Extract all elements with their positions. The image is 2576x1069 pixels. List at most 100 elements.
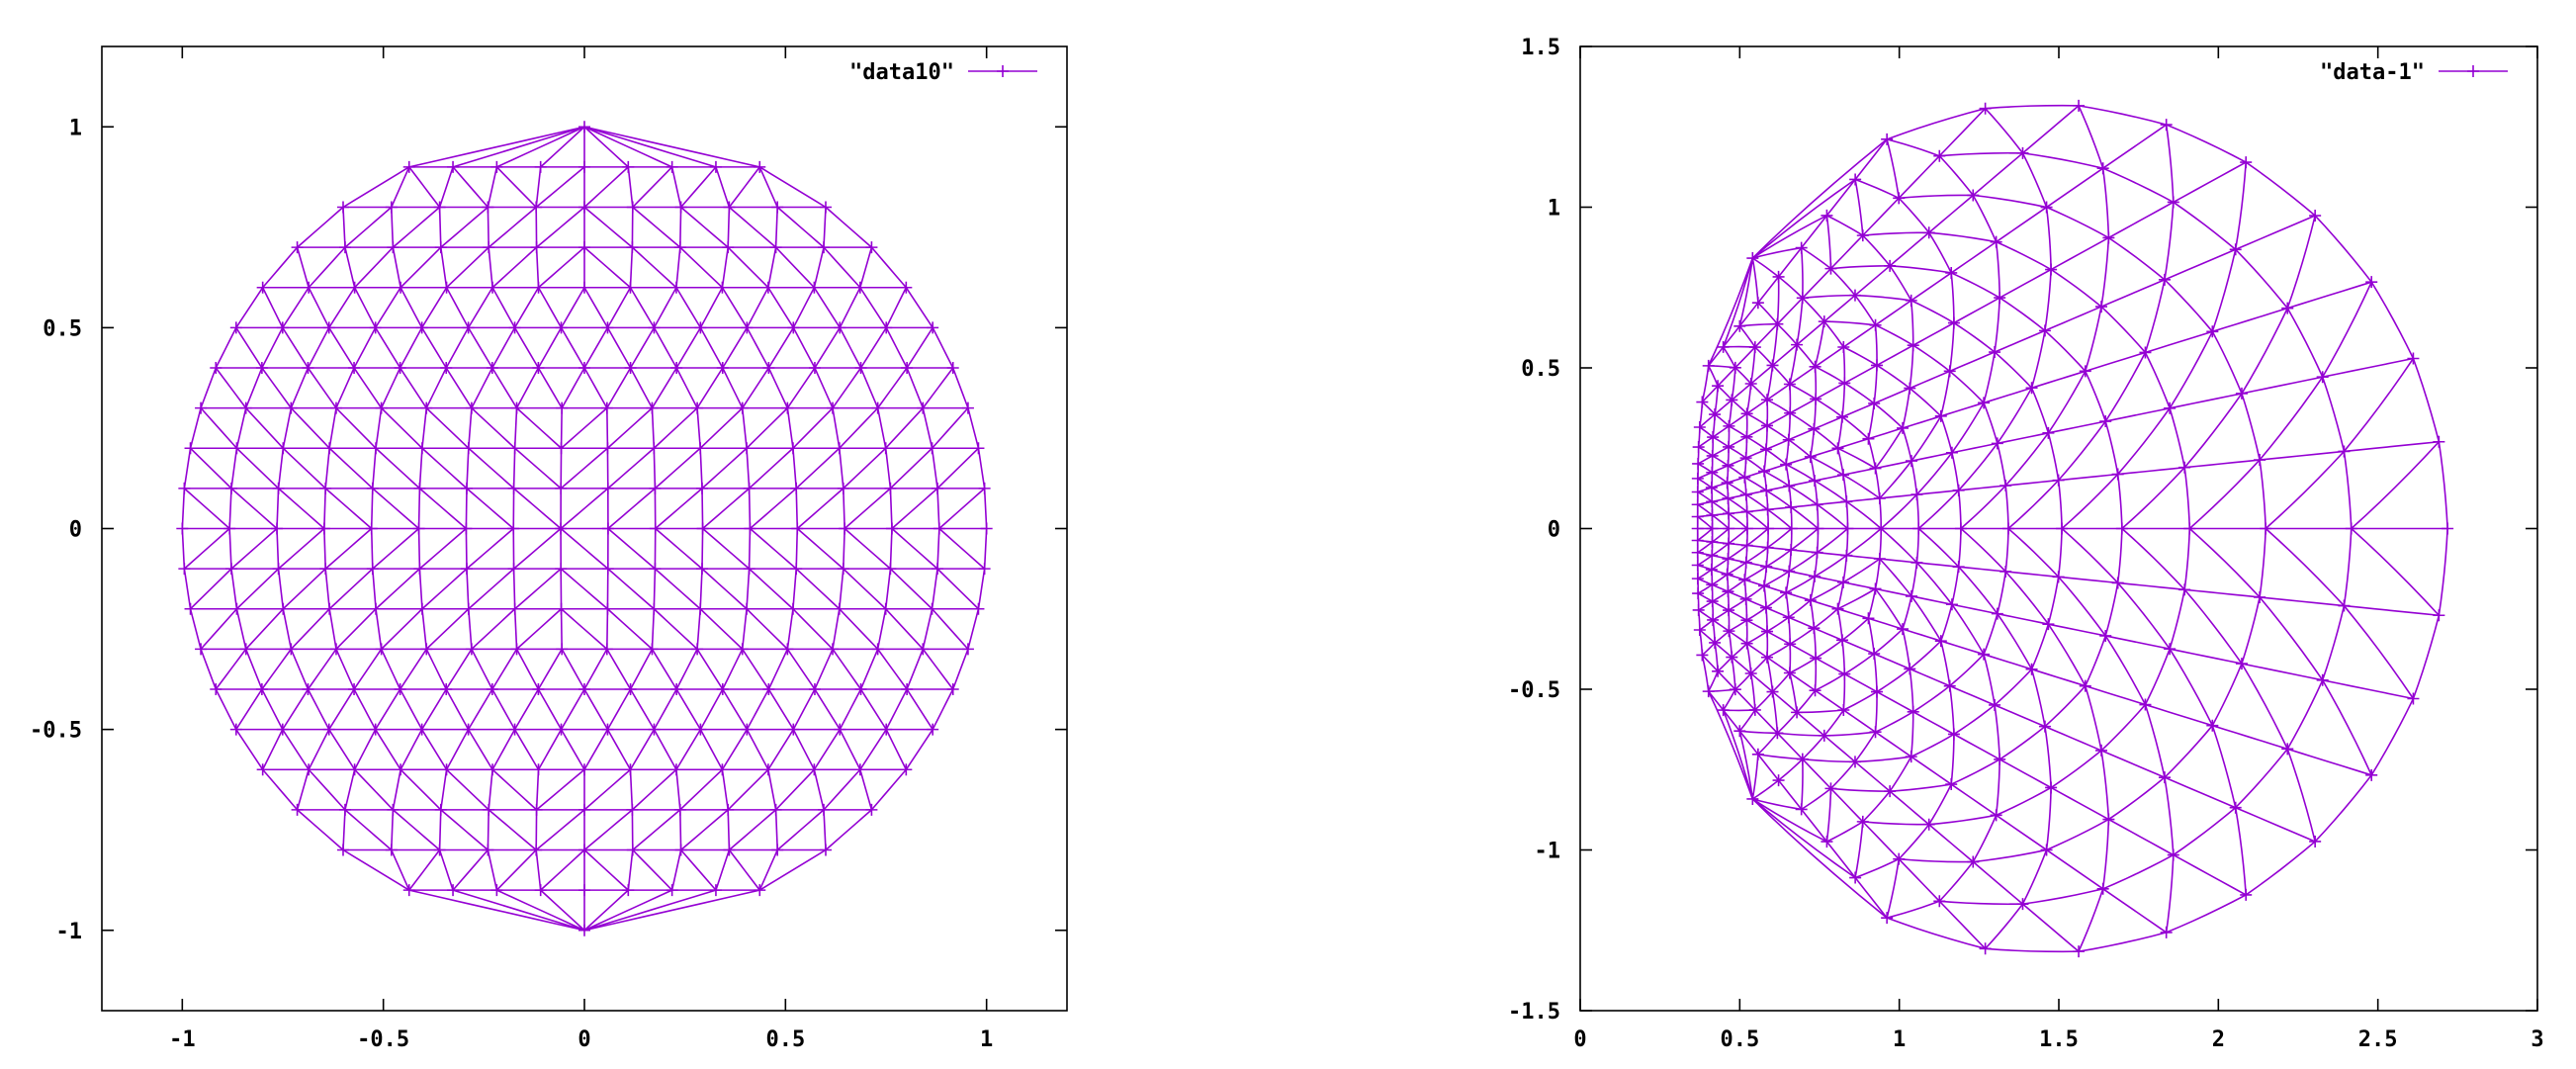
- data-point: [555, 321, 568, 334]
- mesh-edge: [1837, 587, 1876, 610]
- data-point: [927, 723, 939, 736]
- mesh-edge: [1825, 178, 1856, 217]
- mesh-edge: [1698, 609, 1714, 621]
- mesh-edge: [2108, 201, 2175, 239]
- mesh-edge: [1886, 917, 1986, 950]
- mesh-edge: [1836, 448, 1844, 476]
- mesh-edge: [535, 769, 540, 810]
- data-point: [624, 281, 637, 294]
- mesh-edge: [452, 889, 585, 932]
- mesh-edge: [2321, 605, 2346, 681]
- data-point: [1893, 852, 1906, 865]
- mesh-edge: [2031, 668, 2087, 687]
- mesh-edge: [653, 287, 677, 328]
- mesh-edge: [372, 527, 420, 570]
- mesh-edge: [1766, 365, 1774, 401]
- data-point: [508, 723, 521, 736]
- mesh-edge: [2234, 161, 2248, 250]
- data-point: [303, 763, 315, 776]
- data-point: [1772, 270, 1785, 283]
- mesh-edge: [420, 287, 448, 328]
- data-point: [790, 482, 803, 494]
- data-point: [322, 723, 335, 736]
- data-point: [1733, 725, 1746, 738]
- mesh-edge: [936, 568, 980, 610]
- mesh-edge: [189, 447, 232, 490]
- mesh-edge: [1994, 351, 2033, 389]
- data-point: [2115, 522, 2128, 535]
- mesh-edge: [1723, 325, 1740, 348]
- mesh-edge: [282, 447, 326, 490]
- data-point: [1978, 648, 1991, 661]
- mesh-edge: [583, 206, 633, 248]
- data-point: [670, 683, 683, 695]
- mesh-edge: [967, 608, 980, 650]
- data-point: [2167, 196, 2179, 209]
- mesh-edge: [814, 367, 834, 408]
- mesh-edge: [1717, 367, 1736, 387]
- data-point: [716, 763, 729, 776]
- mesh-edge: [2184, 459, 2261, 469]
- mesh-edge: [391, 166, 410, 208]
- data-point: [433, 201, 446, 214]
- data-point: [2345, 522, 2357, 535]
- data-point: [447, 160, 460, 173]
- mesh-edge: [421, 568, 468, 610]
- mesh-edge: [445, 729, 470, 770]
- data-point: [1873, 553, 1886, 566]
- data-point: [1804, 450, 1817, 463]
- mesh-edge: [1910, 562, 1918, 597]
- mesh-edge: [876, 407, 887, 449]
- mesh-edge: [1789, 671, 1817, 691]
- data-point: [2095, 301, 2108, 313]
- mesh-edge: [344, 809, 393, 851]
- data-point: [578, 924, 590, 936]
- mesh-edge: [418, 527, 467, 570]
- data-point: [1761, 394, 1774, 406]
- mesh-edge: [2169, 648, 2214, 727]
- mesh-edge: [675, 769, 681, 810]
- data-point: [1721, 568, 1733, 580]
- data-point: [2206, 719, 2219, 732]
- mesh-edge: [583, 809, 633, 851]
- mesh-edge: [1928, 824, 1974, 863]
- data-point: [1780, 586, 1793, 599]
- mesh-edge: [1751, 779, 1780, 800]
- mesh-edge: [1841, 617, 1869, 641]
- data-point: [2158, 273, 2171, 286]
- mesh-edge: [839, 407, 879, 449]
- data-point: [2281, 743, 2294, 756]
- data-point: [2433, 435, 2445, 448]
- data-point: [224, 563, 237, 576]
- mesh-edge: [2058, 576, 2106, 637]
- mesh-edge: [1916, 562, 1959, 568]
- data-point: [716, 281, 729, 294]
- mesh-edge: [758, 166, 778, 208]
- mesh-edge: [1789, 570, 1816, 578]
- data-point: [669, 763, 682, 776]
- mesh-edge: [977, 569, 986, 609]
- mesh-edge: [1997, 387, 2033, 444]
- mesh-edge: [262, 768, 299, 811]
- mesh-edge: [1697, 515, 1714, 530]
- mesh-edge: [629, 769, 634, 810]
- mesh-edge: [1714, 413, 1730, 427]
- data-point: [510, 401, 523, 414]
- mesh-edge: [1738, 730, 1759, 756]
- mesh-edge: [2211, 249, 2237, 332]
- data-point: [2099, 415, 2112, 428]
- data-point: [223, 522, 236, 535]
- mesh-edge: [1814, 555, 1847, 578]
- mesh-edge: [2412, 358, 2441, 442]
- mesh-edge: [1814, 415, 1843, 430]
- mesh-edge: [235, 688, 263, 731]
- data-point: [786, 442, 799, 455]
- mesh-edge: [1842, 581, 1876, 590]
- mesh-edge: [758, 849, 778, 891]
- mesh-edge: [290, 407, 330, 449]
- data-point: [1905, 294, 1917, 307]
- data-point: [601, 723, 614, 736]
- mesh-edge: [2235, 215, 2316, 251]
- data-point: [2442, 522, 2454, 535]
- x-tick-label: 1.5: [2039, 1027, 2079, 1052]
